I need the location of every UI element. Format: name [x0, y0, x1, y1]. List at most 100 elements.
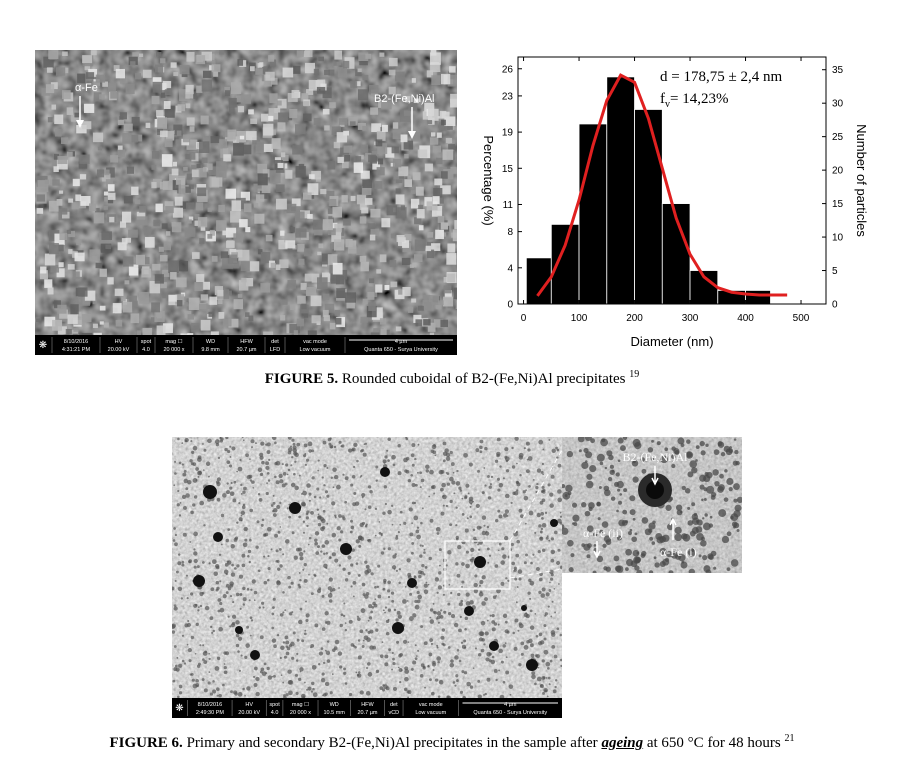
pore	[174, 579, 177, 582]
cuboid	[36, 194, 46, 202]
cuboid	[187, 219, 192, 224]
cuboid	[163, 101, 171, 109]
cuboid	[210, 331, 219, 335]
pore	[546, 695, 549, 698]
cuboid	[245, 131, 257, 141]
cuboid	[261, 183, 271, 194]
cuboid	[191, 164, 197, 171]
cuboid	[222, 257, 233, 269]
pore	[364, 560, 368, 564]
cuboid	[295, 228, 307, 238]
pore	[463, 452, 468, 458]
pore	[532, 479, 535, 481]
cuboid	[120, 77, 126, 84]
pore	[455, 535, 459, 540]
pore	[333, 646, 338, 650]
pore	[324, 621, 328, 624]
pore	[453, 492, 456, 495]
pore	[310, 681, 315, 686]
cuboid	[431, 75, 441, 86]
pore	[453, 622, 459, 628]
pore	[208, 671, 211, 674]
info-label: spot	[269, 702, 280, 708]
pore	[536, 676, 542, 682]
pore	[286, 473, 289, 476]
pore	[502, 477, 505, 480]
pore	[571, 502, 578, 508]
cuboid	[52, 179, 60, 186]
pore	[632, 517, 636, 521]
pore	[428, 556, 432, 561]
cuboid	[404, 153, 409, 159]
pore	[541, 516, 544, 520]
pore	[442, 459, 446, 463]
cuboid	[117, 242, 127, 251]
precipitate	[550, 519, 558, 527]
pore	[496, 477, 500, 481]
pore	[629, 509, 636, 516]
pore	[419, 674, 424, 678]
pore	[457, 544, 462, 550]
cuboid	[188, 216, 194, 221]
pore	[445, 456, 451, 461]
cuboid	[379, 254, 387, 263]
pore	[263, 580, 268, 585]
cuboid	[78, 161, 88, 169]
pore	[179, 502, 182, 504]
pore	[227, 615, 230, 618]
cuboid	[398, 289, 403, 295]
pore	[246, 587, 250, 591]
cuboid	[217, 289, 224, 297]
pore	[440, 511, 445, 516]
pore	[266, 442, 271, 447]
info-label: 4 µm	[504, 702, 517, 708]
pore	[735, 460, 740, 466]
pore	[392, 686, 398, 691]
cuboid	[384, 285, 390, 291]
pore	[545, 677, 548, 679]
pore	[293, 472, 296, 476]
pore	[249, 616, 253, 620]
pore	[367, 619, 370, 622]
cuboid	[54, 114, 64, 125]
cuboid	[207, 207, 212, 212]
pore	[352, 595, 355, 598]
pore	[276, 633, 280, 637]
pore	[470, 547, 475, 553]
pore	[361, 645, 365, 648]
pore	[320, 647, 324, 651]
pore	[556, 627, 560, 631]
pore	[416, 655, 418, 657]
pore	[528, 510, 534, 516]
pore	[551, 448, 556, 453]
pore	[525, 553, 529, 557]
cuboid	[423, 319, 431, 326]
pore	[360, 608, 366, 614]
pore	[327, 586, 333, 591]
pore	[263, 662, 267, 666]
cuboid	[296, 318, 305, 327]
pore	[429, 678, 432, 682]
cuboid	[335, 317, 342, 325]
pore	[387, 589, 391, 593]
pore	[551, 632, 556, 637]
pore	[277, 530, 281, 534]
cuboid	[357, 68, 362, 73]
pore	[387, 459, 390, 462]
pore	[243, 486, 247, 491]
pore	[360, 474, 363, 477]
inset-label: α-Fe (ii)	[583, 526, 623, 540]
cuboid	[72, 178, 80, 187]
pore	[490, 475, 494, 478]
sem-particles	[35, 50, 457, 335]
cuboid	[369, 234, 376, 241]
precipitate	[213, 532, 223, 542]
pore	[368, 604, 373, 609]
pore	[442, 504, 445, 507]
pore	[436, 646, 439, 649]
pore	[299, 667, 304, 672]
pore	[365, 629, 368, 632]
pore	[186, 622, 191, 628]
cuboid	[218, 204, 225, 213]
pore	[532, 553, 535, 556]
